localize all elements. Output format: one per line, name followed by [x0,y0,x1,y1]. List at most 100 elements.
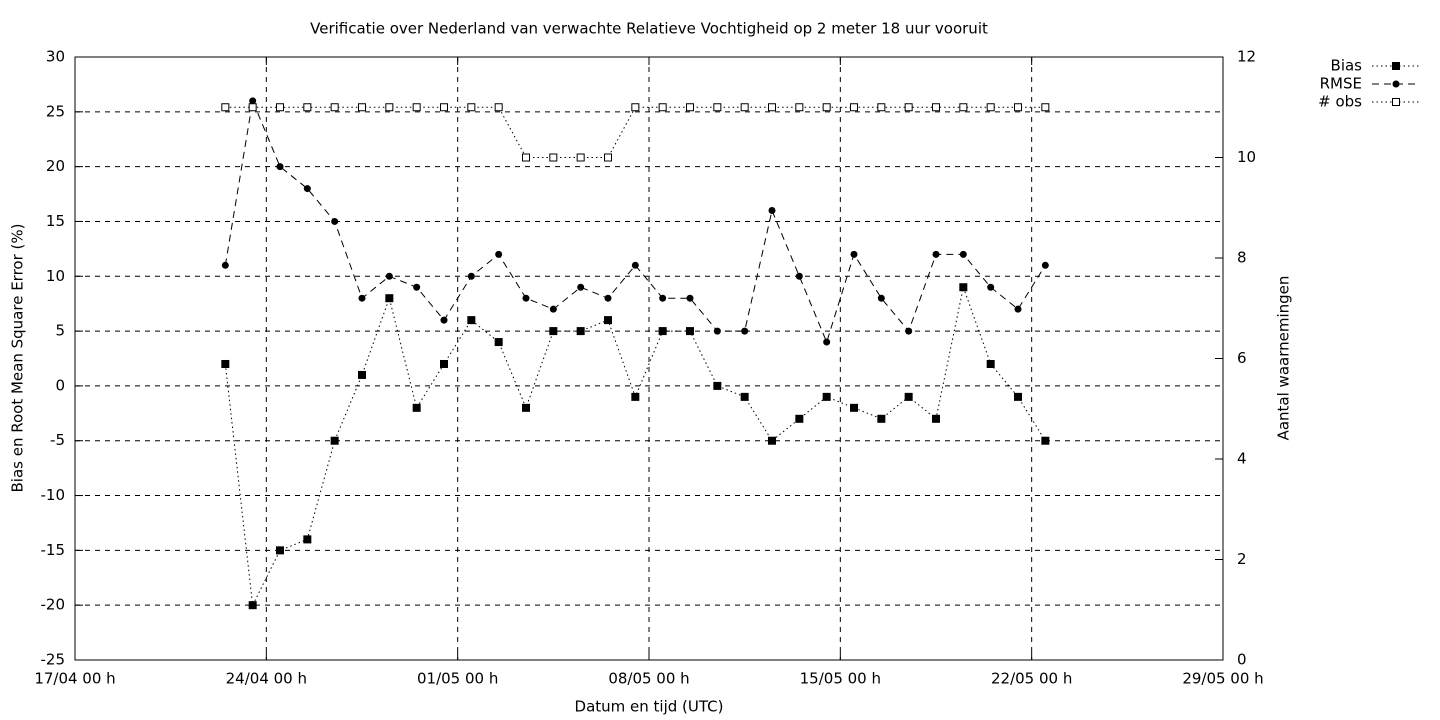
legend-marker [1392,62,1400,70]
point [986,359,995,368]
point [959,283,968,292]
x-axis-label: Datum en tijd (UTC) [575,698,724,716]
point [932,103,940,112]
point [412,403,421,412]
point [330,103,339,112]
point [713,327,721,335]
point [822,392,831,401]
x-tick-label: 24/04 00 h [226,670,307,688]
point [440,316,448,324]
legend-label: # obs [1318,93,1362,111]
point [331,217,339,225]
point [795,414,804,423]
x-tick-label: 29/05 00 h [1182,670,1263,688]
point [303,185,311,193]
legend-label: RMSE [1320,75,1362,93]
legend-label: Bias [1331,57,1363,75]
point [358,294,366,302]
point [303,103,312,112]
point [467,272,475,280]
y-tick-label: -25 [41,651,66,669]
point [221,103,230,112]
series-line [224,285,1046,607]
point [467,316,476,325]
point [413,283,421,291]
y-tick-label: 0 [55,376,65,394]
point [522,294,530,302]
point [986,103,995,112]
point [1014,103,1022,112]
point [495,250,503,258]
point [249,97,257,105]
point [823,338,831,346]
point [1041,103,1050,112]
point [440,359,448,368]
point [631,392,640,401]
point [385,294,394,303]
chart-title: Verificatie over Nederland van verwachte… [310,20,988,38]
point [631,261,639,269]
point [385,272,393,280]
point [248,103,257,112]
point [276,103,284,112]
point [822,103,831,112]
y2-tick-label: 6 [1237,349,1247,367]
point [604,153,612,162]
x-tick-label: 08/05 00 h [608,670,689,688]
point [905,327,913,335]
point [412,103,421,112]
point [768,436,776,445]
point [576,153,585,162]
y2-tick-label: 0 [1237,651,1247,669]
point [330,436,339,445]
x-tick-label: 22/05 00 h [991,670,1072,688]
point [604,316,612,325]
point [1041,261,1049,269]
point [987,283,995,291]
point [276,163,284,171]
point [276,546,284,555]
point [248,601,257,610]
y-axis-label: Bias en Root Mean Square Error (%) [9,224,27,493]
point [522,403,530,412]
point [577,283,585,291]
point [658,327,667,336]
y2-tick-label: 2 [1237,550,1247,568]
y2-tick-label: 8 [1237,249,1247,267]
legend-marker [1392,98,1400,106]
point [659,294,667,302]
y-tick-label: 10 [46,267,65,285]
point [549,305,557,313]
point [221,359,230,368]
point [959,103,968,112]
point [877,103,886,112]
point [358,103,366,112]
point [1014,305,1022,313]
point [686,294,694,302]
point [713,381,722,390]
y-tick-label: -20 [41,596,66,614]
point [768,206,776,214]
point [850,250,858,258]
point [768,103,776,112]
point [467,103,476,112]
point [522,153,530,162]
legend-marker [1392,80,1400,88]
y-tick-label: 5 [55,322,65,340]
point [932,250,940,258]
point [877,414,886,423]
point [850,403,858,412]
y-tick-label: -10 [41,486,66,504]
point [686,327,694,336]
point [904,103,913,112]
point [1041,436,1050,445]
point [549,153,558,162]
point [303,535,312,544]
point [795,103,804,112]
point [686,103,694,112]
point [740,103,749,112]
series-line [225,106,1046,158]
point [358,370,366,379]
